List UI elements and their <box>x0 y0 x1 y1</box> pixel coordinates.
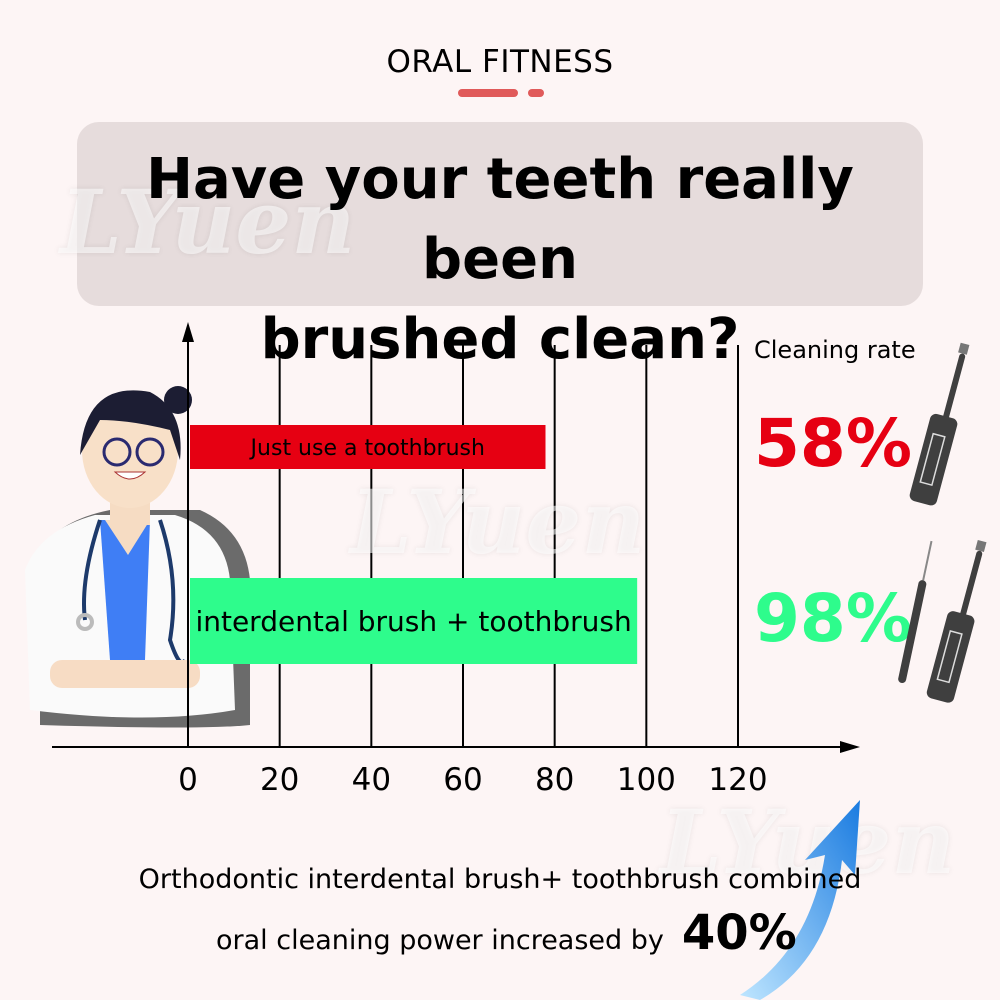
watermark-bottom: LYuen <box>660 790 956 894</box>
rate-label-combined: 98% <box>754 580 912 657</box>
bar <box>190 425 546 469</box>
doctor-illustration <box>25 386 250 728</box>
headline-box <box>77 122 923 306</box>
footer-line2-text: oral cleaning power increased by <box>216 925 664 956</box>
accent-dash <box>458 89 518 97</box>
x-tick-label: 80 <box>535 762 574 798</box>
section-label: ORAL FITNESS <box>386 44 614 80</box>
bar-chart: Just use a toothbrush interdental brush +… <box>52 322 860 798</box>
interdental-brush-icon <box>898 540 933 684</box>
watermark-center: LYuen <box>350 470 646 574</box>
rate-label-toothbrush: 58% <box>754 405 912 482</box>
accent-dash-small <box>528 89 544 97</box>
y-axis-arrow-icon <box>182 322 194 342</box>
x-tick-label: 100 <box>617 762 676 798</box>
blue-arrow-icon <box>740 800 860 1000</box>
electric-toothbrush-icon <box>909 342 970 506</box>
x-tick-label: 60 <box>443 762 482 798</box>
footer-highlight: 40% <box>681 905 797 961</box>
headline-line2: brushed clean? <box>260 307 740 372</box>
x-tick-label: 40 <box>352 762 391 798</box>
x-axis-arrow-icon <box>840 741 860 753</box>
bar <box>190 578 638 664</box>
footer-line1: Orthodontic interdental brush+ toothbrus… <box>138 864 862 895</box>
headline: Have your teeth really been brushed clea… <box>77 140 923 380</box>
bar-label: Just use a toothbrush <box>249 436 485 461</box>
toothbrush-icons <box>898 342 987 703</box>
x-tick-label: 120 <box>708 762 767 798</box>
rate-title: Cleaning rate <box>754 336 916 364</box>
x-tick-label: 0 <box>178 762 198 798</box>
watermark: LYuen <box>60 170 356 274</box>
x-tick-label: 20 <box>260 762 299 798</box>
bar-label: interdental brush + toothbrush <box>195 605 631 638</box>
headline-line1: Have your teeth really been <box>146 147 854 292</box>
electric-toothbrush-icon-2 <box>926 539 987 703</box>
footer-line2: oral cleaning power increased by 40% <box>216 905 797 961</box>
